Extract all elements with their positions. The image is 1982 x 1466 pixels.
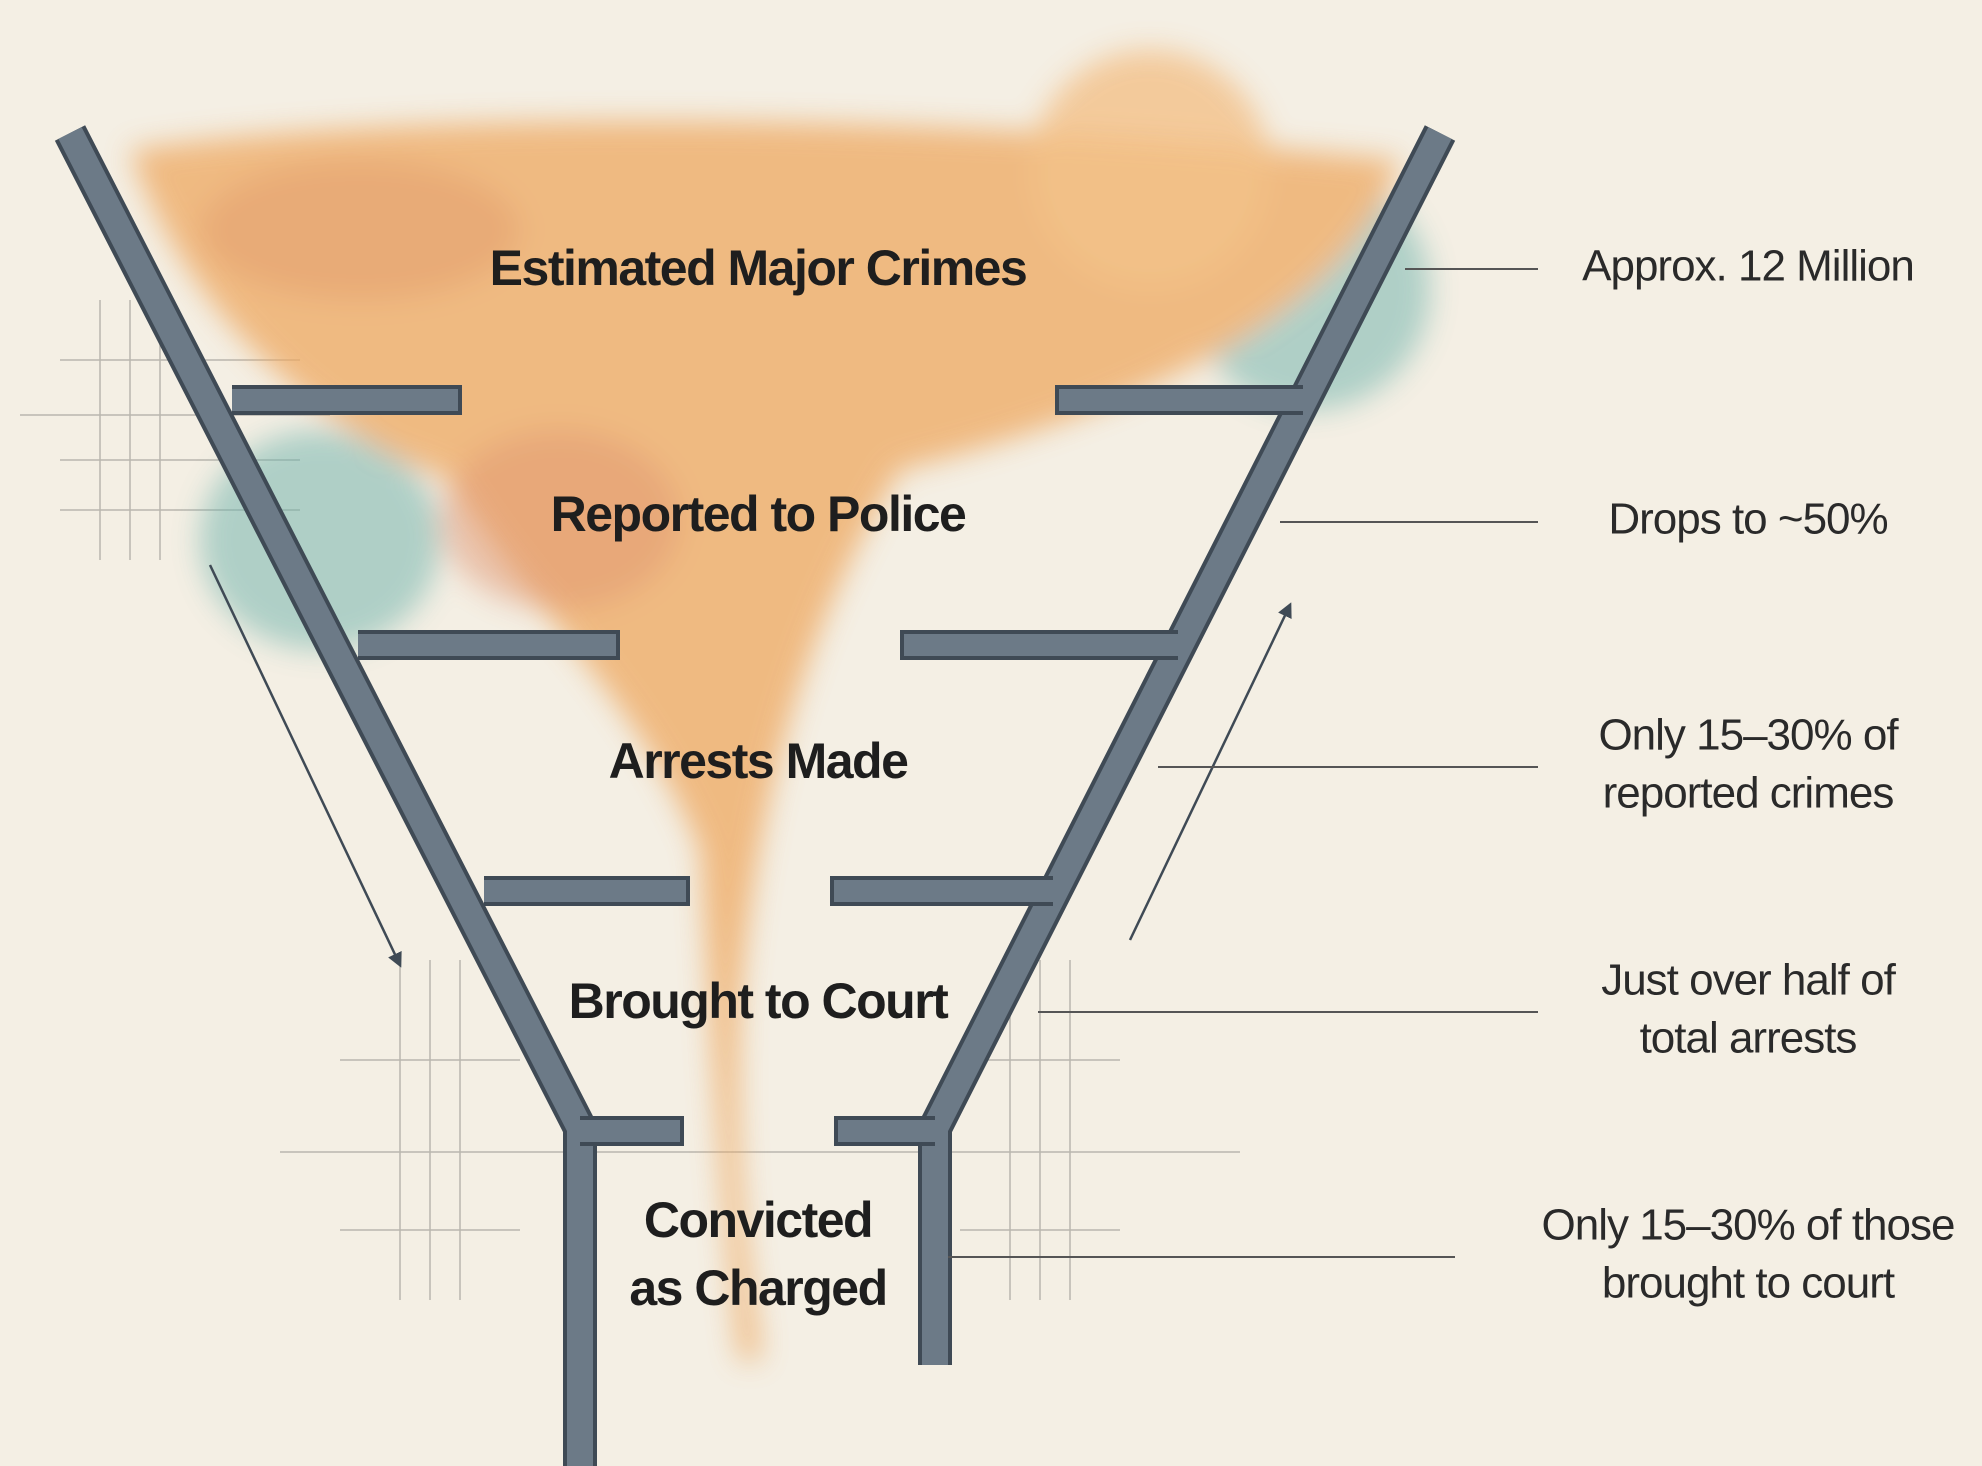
stage-note: Only 15–30% of those: [1542, 1201, 1955, 1250]
page: Estimated Major Crimes Reported to Police…: [0, 0, 1982, 1466]
stage-label: Reported to Police: [551, 486, 966, 542]
stage-label: Brought to Court: [569, 973, 950, 1029]
stage-note: Approx. 12 Million: [1582, 242, 1914, 291]
stage-label: Estimated Major Crimes: [490, 240, 1027, 296]
stage-note: total arrests: [1640, 1014, 1857, 1063]
stage-label: Arrests Made: [609, 733, 908, 789]
stage-note: Just over half of: [1601, 956, 1896, 1005]
stage-label: as Charged: [629, 1260, 886, 1316]
stage-note: brought to court: [1602, 1259, 1895, 1308]
stage-notes: Approx. 12 Million Drops to ~50% Only 15–3…: [1542, 242, 1955, 1308]
stage-note: reported crimes: [1603, 769, 1894, 818]
stage-note: Drops to ~50%: [1608, 495, 1887, 544]
stage-note: Only 15–30% of: [1598, 711, 1899, 760]
funnel-diagram: Estimated Major Crimes Reported to Police…: [0, 0, 1982, 1466]
stage-label: Convicted: [644, 1192, 872, 1248]
